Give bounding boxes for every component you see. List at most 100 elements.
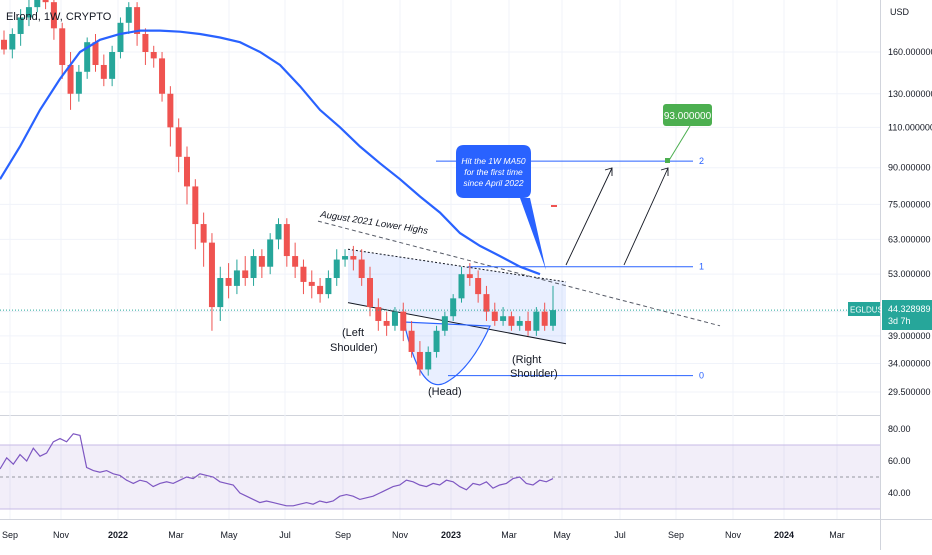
candle-10[interactable] (84, 37, 91, 79)
candle-35[interactable] (292, 242, 299, 279)
callout-line-1: Hit the 1W MA50 (461, 156, 526, 166)
ma-hit-callout[interactable]: Hit the 1W MA50 for the first time since… (456, 145, 546, 270)
candle-59[interactable] (491, 302, 498, 326)
candle-66[interactable] (550, 285, 556, 331)
candle-5[interactable] (42, 0, 49, 10)
candle-22[interactable] (184, 146, 190, 205)
candle-7[interactable] (59, 22, 66, 79)
projection-arrow-2[interactable] (623, 167, 669, 266)
candle-18[interactable] (150, 45, 157, 68)
last-price-countdown: 3d 7h (888, 316, 911, 326)
left-shoulder-label-2: Shoulder) (330, 342, 378, 354)
candle-37[interactable] (308, 270, 315, 299)
candle-38[interactable] (317, 278, 324, 303)
candle-34[interactable] (283, 218, 290, 267)
candle-43[interactable] (358, 249, 365, 286)
candle-16[interactable] (134, 2, 141, 46)
candle-52[interactable] (433, 325, 440, 358)
candle-body-44 (367, 278, 373, 308)
candle-25[interactable] (208, 233, 215, 331)
candle-63[interactable] (525, 311, 532, 336)
candle-2[interactable] (17, 9, 24, 46)
candle-32[interactable] (267, 233, 274, 275)
candle-65[interactable] (541, 302, 548, 331)
candle-23[interactable] (192, 179, 199, 250)
candle-20[interactable] (167, 86, 174, 147)
candle-4[interactable] (34, 0, 41, 13)
candle-21[interactable] (175, 118, 182, 173)
candle-46[interactable] (383, 311, 390, 336)
candle-0[interactable] (1, 30, 7, 55)
candle-body-3 (25, 7, 32, 18)
candle-57[interactable] (475, 270, 482, 303)
candle-body-54 (450, 298, 457, 317)
candle-27[interactable] (225, 263, 232, 299)
candle-28[interactable] (233, 259, 240, 295)
time-tick-7: Nov (392, 530, 409, 540)
candle-40[interactable] (333, 249, 340, 286)
candle-58[interactable] (483, 285, 490, 321)
grid (0, 0, 880, 519)
channel-top-line[interactable] (347, 248, 567, 283)
rsi-axis[interactable]: 80.00 60.00 40.00 (888, 424, 911, 498)
candle-8[interactable] (67, 52, 74, 110)
target-label-box[interactable]: 93.000000 (663, 104, 712, 126)
candle-11[interactable] (92, 33, 99, 72)
candle-61[interactable] (508, 311, 515, 331)
target-point[interactable] (665, 158, 670, 163)
projection-arrows[interactable] (565, 125, 691, 266)
candle-50[interactable] (416, 341, 423, 376)
last-price-badge[interactable]: EGLDUSD 44.328989 3d 7h (848, 300, 932, 330)
candle-42[interactable] (350, 245, 357, 271)
projection-arrow-1[interactable] (565, 167, 613, 266)
candle-12[interactable] (100, 54, 107, 87)
candle-15[interactable] (125, 2, 132, 34)
candle-55[interactable] (458, 266, 465, 303)
candle-54[interactable] (450, 294, 457, 321)
candle-9[interactable] (75, 64, 82, 102)
candle-45[interactable] (375, 298, 382, 331)
candle-44[interactable] (367, 266, 373, 317)
candle-1[interactable] (9, 28, 16, 59)
time-axis[interactable]: Sep Nov 2022 Mar May Jul Sep Nov 2023 Mar May Jul Se… (2, 530, 845, 540)
candle-60[interactable] (500, 307, 507, 326)
candle-19[interactable] (159, 52, 166, 102)
candle-body-40 (333, 259, 340, 279)
rsi-line[interactable] (0, 433, 554, 507)
time-tick-5: Jul (279, 530, 291, 540)
candles[interactable] (1, 0, 556, 376)
candle-47[interactable] (391, 307, 398, 331)
candle-41[interactable] (342, 249, 349, 267)
candle-31[interactable] (258, 249, 265, 279)
candle-56[interactable] (466, 263, 473, 286)
candle-26[interactable] (217, 266, 224, 321)
candle-39[interactable] (325, 270, 332, 299)
candle-14[interactable] (117, 17, 124, 59)
candle-51[interactable] (425, 346, 432, 376)
candle-53[interactable] (441, 311, 448, 336)
candle-body-37 (308, 281, 315, 286)
candle-30[interactable] (250, 249, 257, 286)
candle-49[interactable] (408, 320, 415, 358)
candle-36[interactable] (300, 259, 307, 295)
price-axis[interactable]: 160.000000 130.000000 110.000000 90.000000 7… (888, 47, 932, 397)
ma50-line[interactable] (0, 29, 541, 276)
candle-body-27 (225, 278, 232, 286)
candle-62[interactable] (516, 316, 523, 331)
channel-bottom-line[interactable] (347, 302, 567, 345)
candle-33[interactable] (275, 218, 282, 250)
candle-17[interactable] (142, 28, 149, 65)
candle-6[interactable] (50, 0, 57, 40)
candle-13[interactable] (109, 45, 116, 87)
candle-24[interactable] (200, 212, 207, 267)
lower-highs-trendline[interactable] (317, 220, 721, 327)
time-tick-12: Sep (668, 530, 684, 540)
candle-48[interactable] (400, 302, 407, 342)
candle-64[interactable] (533, 307, 540, 336)
price-tick-6: 53.000000 (888, 269, 931, 279)
candle-29[interactable] (242, 256, 249, 286)
candle-3[interactable] (25, 0, 32, 27)
candle-body-50 (416, 351, 423, 370)
